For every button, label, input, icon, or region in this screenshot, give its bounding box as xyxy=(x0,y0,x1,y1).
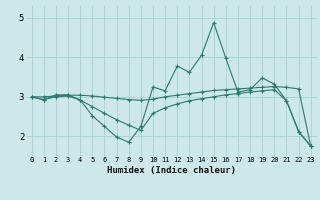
X-axis label: Humidex (Indice chaleur): Humidex (Indice chaleur) xyxy=(107,166,236,175)
